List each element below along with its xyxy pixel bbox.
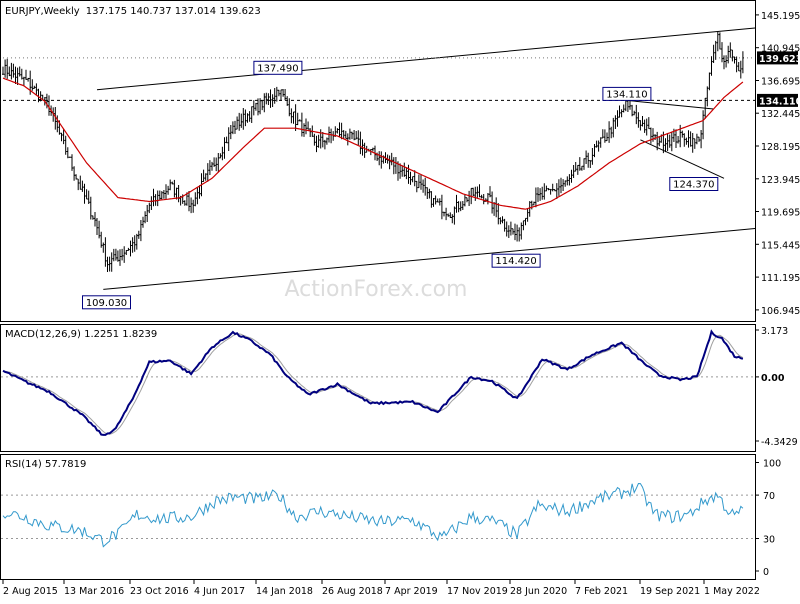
price-bars-path [2, 31, 744, 272]
ma-line [2, 77, 744, 210]
swing-label-text: 134.110 [606, 89, 647, 100]
swing-label-text: 114.420 [495, 256, 536, 267]
rsi-line [2, 482, 744, 548]
swing-label: 134.110 [602, 86, 652, 101]
swing-label-box [491, 253, 541, 268]
macd-indicator: 3.173 0.00 -4.3429 [1, 326, 798, 448]
swing-label: 109.030 [82, 295, 131, 310]
price-tick-label: 136.695 [761, 77, 800, 88]
swing-label-text: 124.370 [673, 180, 714, 191]
time-tick-label: 7 Feb 2021 [575, 586, 628, 597]
macd-signal-line [2, 333, 744, 435]
watermark: ActionForex.com [285, 277, 468, 302]
price-tick-label: 140.945 [761, 44, 800, 55]
ohlc-readout: 137.175 140.737 137.014 139.623 [86, 6, 261, 17]
macd-tick-label: -4.3429 [761, 437, 798, 448]
time-tick-label: 7 Apr 2019 [385, 586, 438, 597]
price-tick-label: 128.195 [761, 142, 800, 153]
time-tick-label: 19 Sep 2021 [640, 586, 700, 597]
price-tag-box [757, 51, 798, 65]
price-pane-frame [0, 0, 756, 322]
swing-label-box [253, 60, 303, 75]
swing-label-text: 137.490 [257, 63, 298, 74]
time-tick-label: 13 Mar 2016 [64, 586, 124, 597]
macd-tick-label: 0.00 [761, 373, 785, 384]
time-tick-label: 28 Jun 2020 [510, 586, 567, 597]
rsi-indicator: 100 70 30 0 [1, 459, 781, 578]
chart-header: EURJPY,Weekly 137.175 140.737 137.014 139… [5, 6, 261, 17]
rsi-tick-label: 30 [763, 535, 775, 546]
swing-label: 114.420 [491, 253, 541, 268]
time-tick-label: 26 Aug 2018 [322, 586, 383, 597]
rsi-pane-frame [0, 454, 756, 580]
time-tick-label: 2 Aug 2015 [3, 586, 58, 597]
channel-lower-line [103, 228, 756, 290]
triangle-upper-line [627, 100, 714, 110]
time-tick-label: 1 May 2022 [704, 586, 760, 597]
price-axis: 106.945 111.195 115.445 119.695 123.945 128.1… [755, 11, 800, 317]
price-bars [2, 31, 744, 272]
channel-upper-line [96, 27, 756, 91]
price-tick-label: 111.195 [761, 273, 800, 284]
triangle-lower-line [640, 139, 725, 179]
swing-label: 124.370 [669, 177, 719, 191]
rsi-tick-label: 70 [763, 491, 775, 502]
price-tick-label: 132.445 [761, 109, 800, 120]
macd-title: MACD(12,26,9) 1.2251 1.8239 [5, 329, 157, 340]
swing-label-box [82, 295, 131, 310]
price-tag-box [757, 93, 798, 107]
rsi-tick-label: 100 [763, 459, 781, 470]
rsi-title: RSI(14) 57.7819 [5, 459, 86, 470]
macd-line [2, 329, 744, 436]
swing-labels: 109.030 137.490 114.420 134.110 124.370 [82, 60, 719, 310]
price-tick-label: 119.695 [761, 208, 800, 219]
macd-pane-frame [0, 324, 756, 452]
price-tick-label: 106.945 [761, 306, 800, 317]
price-tag-text: 134.110 [759, 96, 800, 107]
time-tick-label: 4 Jun 2017 [194, 586, 245, 597]
price-tag-text: 139.623 [759, 54, 800, 65]
time-axis: 2 Aug 2015 13 Mar 2016 23 Oct 2016 4 Jun 20… [2, 579, 760, 597]
swing-label-text: 109.030 [86, 298, 127, 309]
symbol-label: EURJPY,Weekly [5, 6, 80, 17]
price-tick-label: 123.945 [761, 175, 800, 186]
macd-tick-label: 3.173 [761, 326, 788, 337]
time-tick-label: 14 Jan 2018 [256, 586, 313, 597]
time-tick-label: 17 Nov 2019 [447, 586, 508, 597]
time-tick-label: 23 Oct 2016 [130, 586, 189, 597]
moving-average [2, 77, 744, 210]
price-tick-label: 115.445 [761, 240, 800, 251]
price-tick-label: 145.195 [761, 11, 800, 22]
swing-label-box [602, 86, 652, 101]
rsi-tick-label: 0 [763, 567, 769, 578]
swing-label: 137.490 [253, 60, 303, 75]
swing-label-box [669, 177, 719, 191]
